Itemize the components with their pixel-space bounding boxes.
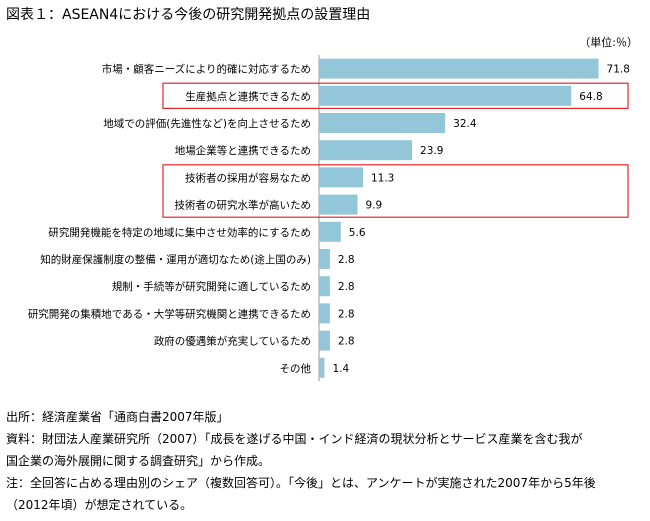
unit-label: （単位:％）	[579, 36, 638, 49]
value-label: 2.8	[338, 336, 355, 348]
value-label: 64.8	[579, 91, 602, 103]
category-label: 地場企業等と連携できるため	[175, 144, 311, 157]
category-label: 研究開発機能を特定の地域に集中させ効率的にするため	[48, 226, 311, 239]
category-label: 研究開発の集積地である・大学等研究機関と連携できるため	[28, 307, 311, 320]
value-label: 5.6	[349, 227, 366, 239]
notes: 出所：経済産業省「通商白書2007年版」 資料：財団法人産業研究所（2007）「…	[6, 406, 646, 516]
value-label: 71.8	[607, 64, 630, 76]
bar	[319, 194, 358, 215]
bar	[319, 276, 330, 297]
bar	[319, 140, 413, 161]
bar	[319, 330, 330, 351]
value-label: 9.9	[366, 200, 383, 212]
bar	[319, 113, 446, 133]
category-label: 知的財産保護制度の整備・運用が適切なため(途上国のみ)	[40, 253, 311, 266]
highlight-box	[162, 164, 629, 218]
category-label: 地域での評価(先進性など)を向上させるため	[103, 117, 311, 130]
bar	[319, 167, 363, 188]
bar	[319, 85, 572, 106]
highlight-box	[162, 82, 629, 109]
bar	[319, 249, 330, 269]
category-label: 生産拠点と連携できるため	[185, 90, 311, 103]
category-label: 技術者の採用が容易なため	[185, 171, 311, 184]
note-reference-cont: 国企業の海外展開に関する調査研究」から作成。	[6, 454, 271, 468]
bar	[319, 303, 330, 324]
category-label: 市場・顧客ニーズにより的確に対応するため	[102, 63, 311, 76]
note-source: 出所：経済産業省「通商白書2007年版」	[6, 410, 229, 424]
note-remark-cont: （2012年頃）が想定されている。	[6, 498, 193, 512]
note-reference: 資料：財団法人産業研究所（2007）「成長を遂げる中国・インド経済の現状分析とサ…	[6, 432, 583, 446]
value-label: 2.8	[338, 254, 355, 266]
category-label: 規制・手続等が研究開発に適しているため	[112, 280, 311, 293]
bar	[319, 357, 325, 378]
value-label: 2.8	[338, 281, 355, 293]
bar	[319, 58, 599, 79]
category-label: 技術者の研究水準が高いため	[175, 199, 312, 212]
note-remark: 注：全回答に占める理由別のシェア（複数回答可）。「今後」とは、アンケートが実施さ…	[6, 476, 596, 490]
chart-title: 図表１：ASEAN4における今後の研究開発拠点の設置理由	[6, 7, 371, 23]
value-label: 23.9	[420, 145, 443, 157]
value-label: 11.3	[371, 172, 394, 184]
value-label: 32.4	[453, 118, 477, 130]
bar-chart: 市場・顧客ニーズにより的確に対応するため 71.8 生産拠点と連携できるため 64.8…	[28, 55, 630, 382]
bar	[319, 221, 341, 242]
category-label: その他	[280, 362, 312, 375]
value-label: 1.4	[332, 363, 349, 375]
value-label: 2.8	[338, 308, 355, 320]
category-label: 政府の優遇策が充実しているため	[154, 335, 311, 348]
